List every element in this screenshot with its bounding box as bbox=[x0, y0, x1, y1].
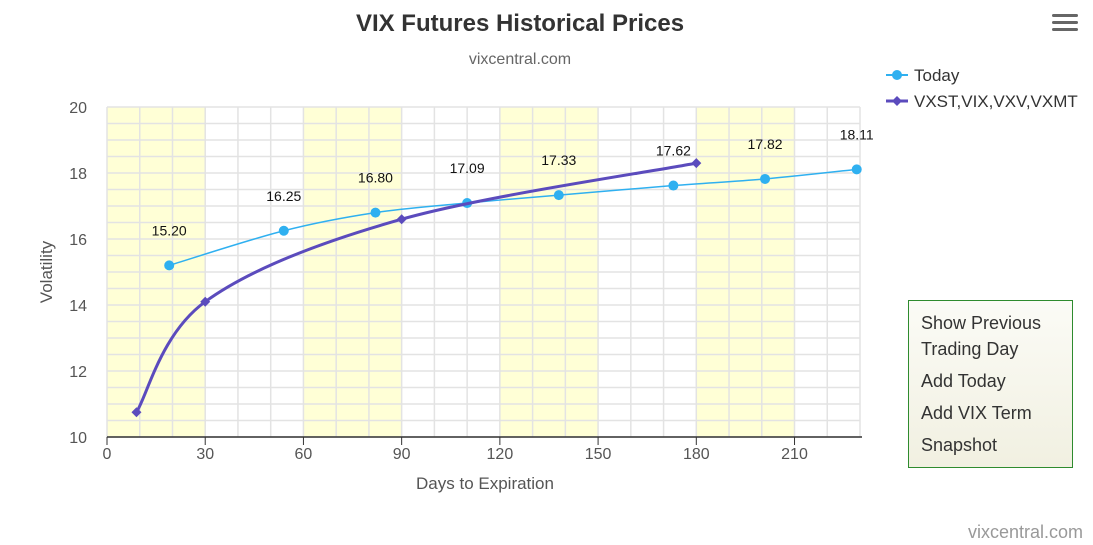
data-label: 17.82 bbox=[748, 136, 783, 152]
data-label: 17.33 bbox=[541, 152, 576, 168]
y-axis-label: Volatility bbox=[37, 240, 56, 303]
add-vix-term-button[interactable]: Add VIX Term bbox=[921, 403, 1032, 423]
series-point bbox=[164, 260, 175, 271]
x-tick-label: 180 bbox=[683, 446, 710, 463]
legend[interactable]: Today VXST,VIX,VXV,VXMT bbox=[886, 66, 1078, 111]
data-label: 18.11 bbox=[840, 126, 874, 142]
snapshot-button[interactable]: Snapshot bbox=[921, 435, 998, 455]
grid bbox=[106, 106, 861, 438]
chart-subtitle: vixcentral.com bbox=[469, 51, 571, 68]
y-tick-label: 20 bbox=[69, 100, 87, 117]
legend-label: VXST,VIX,VXV,VXMT bbox=[914, 92, 1078, 111]
x-tick-label: 30 bbox=[196, 446, 214, 463]
y-tick-label: 18 bbox=[69, 166, 87, 183]
legend-item[interactable]: Today bbox=[886, 66, 960, 85]
series-point bbox=[370, 207, 381, 218]
x-tick-label: 210 bbox=[781, 446, 808, 463]
hamburger-menu-icon[interactable] bbox=[1050, 10, 1080, 38]
series-point bbox=[851, 164, 862, 175]
x-tick-label: 60 bbox=[295, 446, 313, 463]
series-line bbox=[135, 161, 697, 414]
series-point bbox=[131, 407, 142, 418]
series-point bbox=[200, 296, 211, 307]
series-point bbox=[278, 225, 289, 236]
y-tick-label: 10 bbox=[69, 430, 87, 447]
credits-link[interactable]: vixcentral.com bbox=[967, 522, 1083, 542]
x-tick-label: 0 bbox=[103, 446, 112, 463]
data-label: 16.80 bbox=[358, 170, 393, 186]
menu-bar bbox=[1052, 28, 1078, 31]
data-label: 17.09 bbox=[450, 160, 485, 176]
legend-label: Today bbox=[914, 66, 960, 85]
chart-title: VIX Futures Historical Prices bbox=[356, 10, 684, 37]
legend-marker bbox=[892, 70, 902, 80]
series-point bbox=[553, 190, 564, 201]
series-point bbox=[668, 180, 679, 191]
series-point bbox=[760, 173, 771, 184]
y-tick-label: 12 bbox=[69, 364, 87, 381]
data-label: 15.20 bbox=[152, 222, 187, 238]
series-layer: 15.20 16.25 16.80 17.09 17.33 17.62 17.82 18.11 bbox=[131, 126, 874, 418]
legend-marker bbox=[892, 96, 902, 106]
axes: 0 30 60 90 120 150 180 210 10 12 14 16 18 20 bbox=[69, 100, 862, 463]
menu-bar bbox=[1052, 21, 1078, 24]
x-axis-label: Days to Expiration bbox=[416, 474, 554, 493]
context-menu: Show Previous Trading Day Add Today Add … bbox=[908, 300, 1073, 468]
series-point bbox=[396, 214, 407, 225]
series-point bbox=[691, 158, 702, 169]
data-label: 17.62 bbox=[656, 143, 691, 159]
data-label: 16.25 bbox=[266, 188, 301, 204]
y-tick-label: 16 bbox=[69, 232, 87, 249]
show-previous-trading-day-button[interactable]: Show Previous Trading Day bbox=[921, 313, 1042, 359]
add-today-button[interactable]: Add Today bbox=[921, 371, 1006, 391]
y-tick-label: 14 bbox=[69, 298, 87, 315]
x-tick-label: 90 bbox=[393, 446, 411, 463]
x-tick-label: 150 bbox=[585, 446, 612, 463]
x-tick-label: 120 bbox=[487, 446, 514, 463]
legend-item[interactable]: VXST,VIX,VXV,VXMT bbox=[886, 92, 1078, 111]
menu-bar bbox=[1052, 14, 1078, 17]
